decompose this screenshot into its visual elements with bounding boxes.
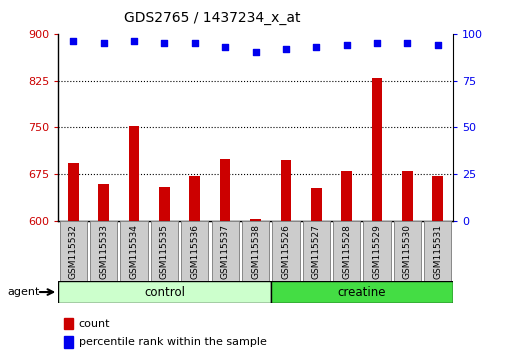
- FancyBboxPatch shape: [150, 221, 178, 281]
- Point: [69, 38, 77, 44]
- Text: GSM115532: GSM115532: [69, 224, 78, 279]
- Point: [342, 42, 350, 48]
- FancyBboxPatch shape: [270, 281, 452, 303]
- Bar: [98, 184, 109, 221]
- Point: [402, 40, 411, 46]
- FancyBboxPatch shape: [181, 221, 208, 281]
- Bar: [64, 318, 73, 329]
- Text: GSM115529: GSM115529: [372, 224, 381, 279]
- Text: GSM115528: GSM115528: [341, 224, 350, 279]
- Text: agent: agent: [8, 287, 40, 297]
- FancyBboxPatch shape: [302, 221, 329, 281]
- Text: GSM115538: GSM115538: [250, 224, 260, 279]
- FancyBboxPatch shape: [120, 221, 147, 281]
- FancyBboxPatch shape: [90, 221, 117, 281]
- FancyBboxPatch shape: [423, 221, 450, 281]
- Point: [160, 40, 168, 46]
- Text: creatine: creatine: [337, 286, 385, 298]
- Point: [190, 40, 198, 46]
- Text: GSM115527: GSM115527: [311, 224, 320, 279]
- Bar: [189, 176, 200, 221]
- Point: [221, 44, 229, 50]
- Bar: [220, 159, 230, 221]
- FancyBboxPatch shape: [272, 221, 299, 281]
- Text: GDS2765 / 1437234_x_at: GDS2765 / 1437234_x_at: [124, 11, 300, 25]
- Point: [433, 42, 441, 48]
- Text: GSM115534: GSM115534: [129, 224, 138, 279]
- Text: GSM115535: GSM115535: [160, 224, 169, 279]
- Text: GSM115526: GSM115526: [281, 224, 290, 279]
- FancyBboxPatch shape: [58, 281, 270, 303]
- Text: control: control: [143, 286, 185, 298]
- Text: percentile rank within the sample: percentile rank within the sample: [78, 337, 266, 347]
- FancyBboxPatch shape: [241, 221, 269, 281]
- Bar: [311, 188, 321, 221]
- Text: GSM115537: GSM115537: [220, 224, 229, 279]
- Point: [372, 40, 380, 46]
- Point: [251, 50, 259, 55]
- FancyBboxPatch shape: [211, 221, 238, 281]
- FancyBboxPatch shape: [332, 221, 360, 281]
- Bar: [250, 219, 261, 221]
- Bar: [340, 171, 351, 221]
- Bar: [401, 171, 412, 221]
- Bar: [68, 163, 79, 221]
- Point: [312, 44, 320, 50]
- Text: GSM115536: GSM115536: [190, 224, 199, 279]
- Bar: [128, 126, 139, 221]
- Text: GSM115531: GSM115531: [432, 224, 441, 279]
- Bar: [159, 188, 170, 221]
- Text: count: count: [78, 319, 110, 329]
- FancyBboxPatch shape: [363, 221, 390, 281]
- Point: [130, 38, 138, 44]
- Text: GSM115533: GSM115533: [99, 224, 108, 279]
- Bar: [371, 78, 382, 221]
- Text: GSM115530: GSM115530: [402, 224, 411, 279]
- FancyBboxPatch shape: [393, 221, 420, 281]
- Point: [99, 40, 108, 46]
- Bar: [64, 336, 73, 348]
- Point: [281, 46, 289, 51]
- Bar: [431, 176, 442, 221]
- FancyBboxPatch shape: [60, 221, 87, 281]
- Bar: [280, 160, 291, 221]
